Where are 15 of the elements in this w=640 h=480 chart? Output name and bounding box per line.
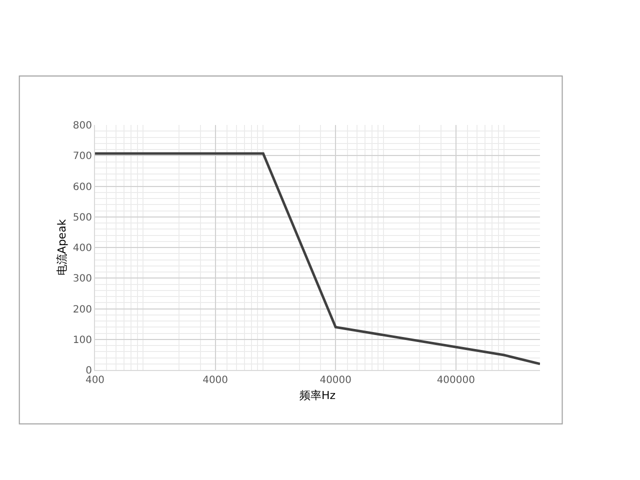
y-axis-title: 电流Apeak bbox=[56, 218, 69, 276]
x-tick-label: 4000 bbox=[202, 375, 228, 386]
y-tick-label: 600 bbox=[72, 182, 92, 193]
y-tick-label: 800 bbox=[72, 120, 92, 132]
y-tick-label: 500 bbox=[72, 212, 92, 224]
x-tick-label: 40000 bbox=[320, 375, 352, 386]
y-tick-label: 0 bbox=[86, 366, 92, 376]
x-axis-title: 频率Hz bbox=[299, 389, 336, 402]
x-tick-label: 400 bbox=[85, 375, 105, 386]
y-tick-label: 400 bbox=[72, 243, 92, 254]
y-tick-label: 300 bbox=[72, 274, 92, 285]
y-tick-label: 100 bbox=[72, 334, 92, 346]
y-tick-label: 700 bbox=[72, 151, 92, 162]
y-tick-label: 200 bbox=[72, 304, 92, 316]
x-tick-label: 400000 bbox=[436, 375, 476, 386]
